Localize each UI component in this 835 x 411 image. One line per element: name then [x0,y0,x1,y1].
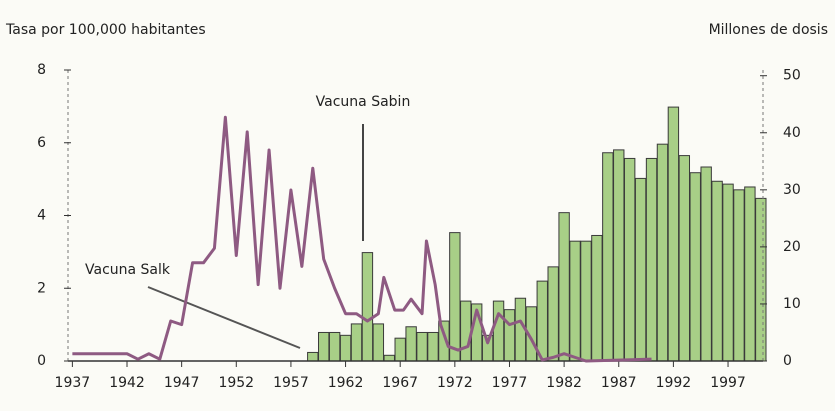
bar [503,309,516,362]
bar [536,280,548,362]
x-tick-label: 1977 [492,375,528,391]
bar [460,300,472,362]
bar [372,323,385,362]
y2-tick-label: 10 [783,296,801,312]
bar [634,177,647,362]
x-tick-label: 1962 [328,375,364,391]
bar [558,212,570,362]
bar [667,106,680,362]
line [72,115,652,363]
y-tick-label: 2 [37,280,46,296]
bar [623,157,636,362]
y-tick-label: 4 [37,208,46,224]
x-tick-label: 1982 [546,375,582,391]
bar [405,326,417,362]
bar [656,143,669,362]
x-tick-label: 1957 [273,375,309,391]
x-tick-label: 1942 [109,375,145,391]
bar [613,149,625,362]
bar [547,266,559,362]
bar [733,189,745,362]
x-tick-label: 1972 [437,375,473,391]
bar [580,240,592,362]
bar [350,323,363,362]
bar [492,300,505,362]
bar [602,152,614,362]
x-tick-label: 1987 [601,375,637,391]
y2-tick-label: 40 [783,125,801,141]
y2-tick-label: 0 [783,353,792,369]
bar [591,234,603,362]
bar [383,354,395,362]
x-tick-label: 1952 [218,375,254,391]
y-tick-label: 6 [37,135,46,151]
bar [700,166,712,362]
x-tick-label: 1967 [382,375,418,391]
bar [645,157,658,362]
bar [689,172,701,362]
bar [722,183,734,362]
bar [744,186,756,362]
x-tick-label: 1997 [710,375,746,391]
y-axis-label: Tasa por 100,000 habitantes [5,22,206,38]
bar [394,337,406,362]
y2-tick-label: 30 [783,182,801,198]
bar [678,155,691,362]
x-tick-label: 1937 [55,375,91,391]
bar [318,331,330,362]
y-tick-label: 8 [37,62,46,78]
bar [569,240,581,362]
annotation: Vacuna Sabin [316,94,411,110]
x-tick-label: 1947 [164,375,200,391]
bar [307,351,319,362]
bar [449,232,461,362]
bar [339,334,352,362]
bar [361,252,374,362]
annotation: Vacuna Salk [85,262,171,278]
y2-axis-label: Millones de dosis [709,22,828,38]
bar [711,180,723,362]
bar [755,197,767,362]
bar [416,331,428,362]
y2-tick-label: 50 [783,68,801,84]
bar [328,331,341,362]
y-tick-label: 0 [37,353,46,369]
x-tick-label: 1992 [656,375,692,391]
annotation-line [147,286,301,349]
y2-tick-label: 20 [783,239,801,255]
bar [427,331,439,362]
